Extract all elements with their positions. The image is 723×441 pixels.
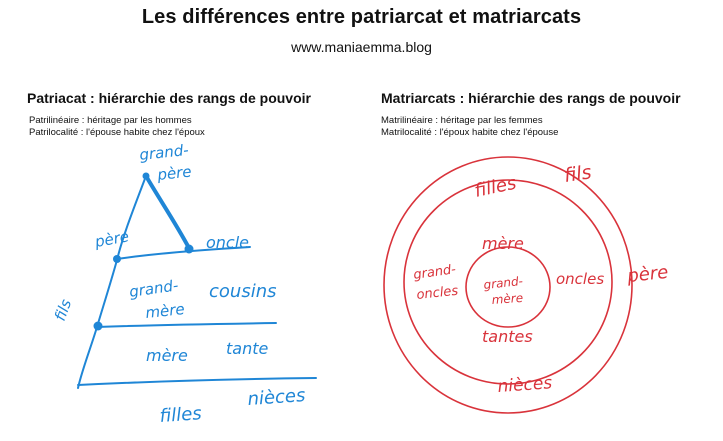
middle-circle [403, 179, 613, 385]
label-grand-mere-m-1: grand- [483, 274, 524, 292]
pyramid-left-edge [77, 175, 147, 389]
label-oncles-m: oncles [556, 270, 604, 288]
label-cousins: cousins [209, 281, 276, 302]
outer-circle [383, 156, 633, 414]
label-nieces: nièces [247, 385, 306, 410]
patrilocal-definition: Patrilocalité : l'épouse habite chez l'é… [29, 127, 205, 138]
label-nieces-m: nièces [497, 373, 553, 397]
node-oncle [184, 244, 194, 254]
label-fils: fils [51, 297, 75, 324]
patrilineal-definition: Patrilinéaire : héritage par les hommes [29, 115, 192, 126]
label-fils-m: fils [563, 161, 593, 187]
node-pere [113, 255, 121, 263]
label-tante: tante [226, 339, 268, 358]
tier-line-2 [96, 322, 277, 328]
inner-circle [465, 246, 551, 328]
label-grands-oncles-2: oncles [416, 284, 459, 303]
node-grand-pere [142, 172, 150, 180]
label-grand-pere-2: père [156, 163, 193, 185]
pyramid-right-edge [144, 174, 191, 250]
patriarchy-hierarchy-diagram [77, 172, 317, 389]
label-tantes-m: tantes [482, 327, 533, 346]
matriarchy-circles-diagram [383, 156, 633, 414]
matrilineal-definition: Matrilinéaire : héritage par les femmes [381, 115, 543, 126]
matrilocal-definition: Matrilocalité : l'époux habite chez l'ép… [381, 127, 559, 138]
label-mere-m: mère [482, 234, 524, 253]
label-mere: mère [146, 346, 188, 365]
page-title: Les différences entre patriarcat et matr… [141, 6, 582, 28]
patriarchy-labels: grand- père père oncle grand- mère cousi… [51, 141, 306, 427]
label-oncle: oncle [206, 233, 249, 252]
label-filles-m: filles [473, 173, 519, 202]
label-grand-mere-m-2: mère [491, 291, 523, 307]
label-grands-oncles-1: grand- [412, 262, 457, 283]
matriarchy-heading: Matriarcats : hiérarchie des rangs de po… [381, 90, 681, 106]
tier-line-3 [77, 377, 317, 386]
node-fils [93, 321, 103, 331]
label-grand-pere-1: grand- [139, 141, 190, 164]
label-filles: filles [159, 403, 202, 427]
matriarchy-labels: fils filles père mère grand- oncles gran… [412, 161, 669, 397]
label-pere: père [93, 227, 131, 251]
website-url: www.maniaemma.blog [291, 39, 432, 55]
label-grand-mere-1: grand- [128, 276, 179, 301]
patriarchy-heading: Patriacat : hiérarchie des rangs de pouv… [27, 90, 311, 106]
label-grand-mere-2: mère [145, 300, 186, 322]
tier-line-1 [116, 246, 251, 260]
label-pere-m: père [625, 262, 669, 287]
